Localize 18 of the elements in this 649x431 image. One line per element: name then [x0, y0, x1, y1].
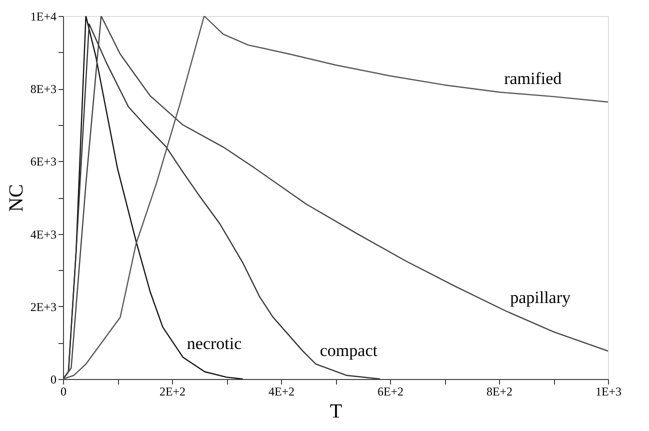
- annotation: papillary: [510, 288, 572, 308]
- y-tick-label: 0: [50, 372, 56, 386]
- x-tick-label: 2E+2: [159, 384, 186, 398]
- y-tick-label: 1E+4: [30, 10, 56, 24]
- annotation: necrotic: [186, 334, 242, 354]
- y-tick-label: 4E+3: [30, 227, 56, 242]
- x-axis-title: T: [330, 400, 342, 422]
- y-tick-label: 6E+3: [30, 154, 56, 169]
- x-tick-label: 4E+2: [268, 384, 295, 398]
- x-tick-label: 8E+2: [486, 384, 513, 398]
- annotation: ramified: [504, 69, 562, 88]
- y-tick-label: 2E+3: [30, 300, 56, 314]
- x-tick-label: 6E+2: [377, 384, 404, 398]
- x-tick-label: 1E+3: [595, 384, 622, 398]
- annotation: compact: [320, 341, 378, 360]
- x-tick-label: 0: [60, 384, 66, 398]
- y-axis-title: NC: [5, 184, 28, 212]
- y-tick-label: 8E+3: [30, 82, 56, 96]
